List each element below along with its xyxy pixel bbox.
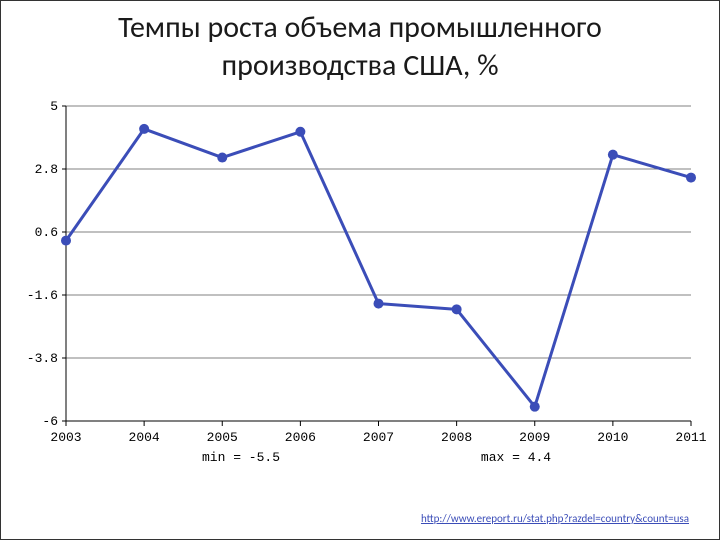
svg-text:2007: 2007: [363, 430, 394, 445]
svg-text:-3.8: -3.8: [27, 351, 58, 366]
svg-text:0.6: 0.6: [35, 225, 58, 240]
svg-text:min = -5.5: min = -5.5: [202, 450, 280, 465]
chart-title: Темпы роста объема промышленного произво…: [31, 9, 689, 84]
svg-text:max = 4.4: max = 4.4: [481, 450, 551, 465]
svg-text:2009: 2009: [519, 430, 550, 445]
chart-container: -6 -3.8 -1.6 0.6 2.8 5 2003 2004 2005 2006 2007 200…: [11, 96, 711, 476]
svg-text:2004: 2004: [129, 430, 160, 445]
svg-text:2006: 2006: [285, 430, 316, 445]
svg-text:2005: 2005: [207, 430, 238, 445]
slide-frame: Темпы роста объема промышленного произво…: [0, 0, 720, 540]
svg-text:-1.6: -1.6: [27, 288, 58, 303]
svg-text:5: 5: [50, 99, 58, 114]
source-link[interactable]: http://www.ereport.ru/stat.php?razdel=co…: [421, 512, 689, 525]
svg-text:2010: 2010: [597, 430, 628, 445]
svg-text:-6: -6: [42, 414, 58, 429]
svg-text:2.8: 2.8: [35, 162, 58, 177]
svg-text:2011: 2011: [675, 430, 706, 445]
svg-text:2008: 2008: [441, 430, 472, 445]
svg-text:2003: 2003: [50, 430, 81, 445]
line-chart: -6 -3.8 -1.6 0.6 2.8 5 2003 2004 2005 2006 2007 200…: [11, 96, 711, 476]
